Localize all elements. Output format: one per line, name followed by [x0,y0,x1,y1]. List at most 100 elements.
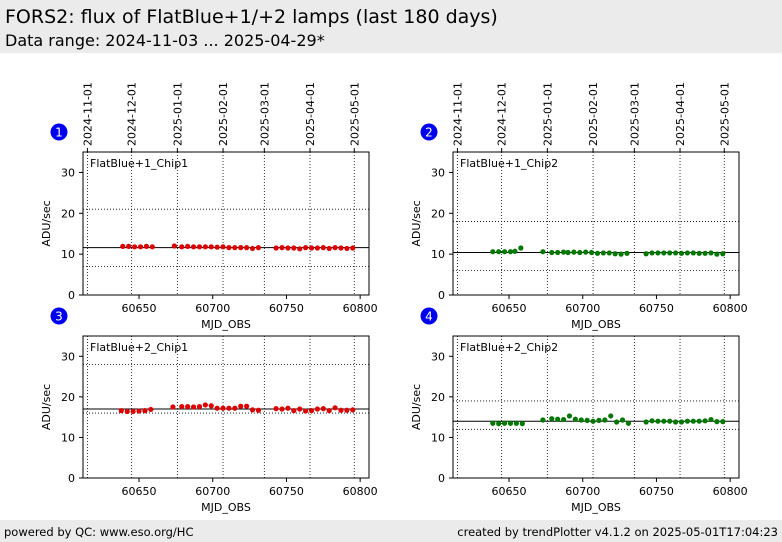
panel-4-data-point [584,417,590,423]
panel-2-data-point [720,251,726,257]
panel-2: 0 10 20 30 60650 60700 60750 60800 MJD_OBS ADU/se… [410,82,748,331]
panel-3-data-point [202,402,208,408]
panel-3-data-point [350,407,356,413]
panel-2-data-point [501,249,508,255]
panel-1-date-tick-label: 2025-04-01 [304,82,317,146]
panel-1-data-point [332,245,338,251]
panel-4-data-point [549,416,555,422]
panel-4-data-point [684,418,691,424]
panel-3-x-axis-label: MJD_OBS [201,501,251,514]
panel-4-y-tick-label: 30 [431,350,445,363]
panel-2-date-tick-label: 2025-04-01 [674,82,687,146]
panel-4-data-point [496,421,502,427]
panel-2-date-tick-label: 2025-05-01 [718,82,731,146]
panel-2-data-point [565,249,571,256]
panel-3-data-point [338,407,344,413]
panel-2-series-label: FlatBlue+1_Chip2 [460,157,558,170]
panel-1-data-point [255,245,262,251]
page-title: FORS2: flux of FlatBlue+1/+2 lamps (last… [5,6,498,28]
panel-4-data-point [578,417,584,423]
panel-3-data-point [226,405,232,411]
panel-2-date-tick-label: 2025-02-01 [587,82,600,146]
panel-3-data-point [285,405,291,411]
panel-1-series-label: FlatBlue+1_Chip1 [90,157,188,170]
panel-3-data-point [214,405,220,411]
panel-1-data-point [185,243,191,249]
panel-3-y-tick-label: 10 [61,431,75,444]
panel-4-data-point [501,420,508,426]
panel-3-y-tick-label: 20 [61,391,75,404]
panel-4-data-point [519,421,525,427]
panel-2-y-tick-label: 20 [431,207,445,220]
panel-3-number-badge [50,307,68,325]
panel-1-x-axis-label: MJD_OBS [201,318,251,331]
panel-4-data-point [608,413,614,419]
panel-1-data-point [232,245,238,251]
panel-1-data-point [314,245,321,251]
panel-1-data-point [120,243,126,249]
panel-4-number-badge-label: 4 [425,310,433,324]
panel-1-x-tick-label: 60800 [343,302,378,315]
panel-1-x-tick-label: 60750 [269,302,304,315]
panel-4-data-point [661,418,667,424]
panel-1-date-tick-label: 2025-02-01 [217,82,230,146]
panel-3-data-point [308,408,315,414]
panel-1-data-point [344,245,350,252]
panel-4-data-point [566,413,573,419]
plots-area: 0 10 20 30 60650 60700 60750 60800 MJD_OBS ADU/se… [0,53,782,520]
panel-2-data-point [518,245,524,251]
panel-4-data-point [696,418,702,424]
panel-2-data-point [577,249,583,256]
panel-1-data-point [208,244,214,250]
panel-2-y-tick-label: 30 [431,166,445,179]
panel-2-data-point [643,251,649,257]
panel-3-x-tick-label: 60750 [269,485,304,498]
panel-1-x-tick-label: 60700 [195,302,230,315]
panel-1-data-point [179,244,185,250]
panel-1-data-point [285,245,291,251]
panel-4-data-point [673,419,679,425]
panel-2-y-tick-label: 0 [438,289,445,302]
panel-2-number-badge [420,123,438,141]
panel-3: 0 10 20 30 60650 60700 60750 60800 MJD_OBS ADU/se… [40,307,378,514]
panel-1-date-tick-label: 2024-12-01 [126,82,139,146]
panel-2-data-point [606,250,612,256]
panel-2-data-point [624,250,630,256]
panel-1-data-point [308,245,315,251]
panel-2-data-point [600,250,606,256]
panel-3-data-point [238,403,244,409]
panel-4-x-tick-label: 60650 [492,485,527,498]
panel-3-data-point [279,406,285,412]
panel-1-data-point [171,243,178,249]
panel-4: 0 10 20 30 60650 60700 60750 60800 MJD_OBS ADU/se… [410,307,748,514]
panel-4-data-point [560,416,567,423]
panel-1-data-point [303,245,309,251]
panel-4-y-tick-label: 0 [438,472,445,485]
panel-4-y-axis-label: ADU/sec [410,384,423,430]
panel-2-data-point [702,250,708,256]
panel-1-data-point [338,245,344,251]
panel-4-number-badge [420,307,438,325]
panel-3-y-tick-label: 0 [68,472,75,485]
panel-3-data-point [196,403,203,410]
panel-3-data-point [220,405,226,411]
panel-3-data-point [124,408,130,415]
panel-2-date-tick-label: 2025-01-01 [541,82,554,146]
panel-3-x-tick-label: 60650 [122,485,157,498]
panel-4-data-point [708,416,714,423]
panel-2-data-point [583,249,589,255]
panel-4-data-point [649,418,655,424]
panel-1-date-tick-label: 2025-03-01 [258,82,271,146]
panel-1-data-point [320,245,326,251]
panel-3-data-point [244,403,250,409]
panel-1-y-tick-label: 10 [61,248,75,261]
panel-4-data-point [667,418,673,424]
panel-2-number-badge-label: 2 [425,126,433,140]
panel-4-x-tick-label: 60700 [565,485,600,498]
panel-3-data-point [179,403,185,410]
panel-2-data-point [507,249,514,255]
panel-2-data-point [496,249,502,255]
panel-1-date-tick-label: 2024-11-01 [81,82,94,146]
panel-1-data-point [291,245,297,251]
